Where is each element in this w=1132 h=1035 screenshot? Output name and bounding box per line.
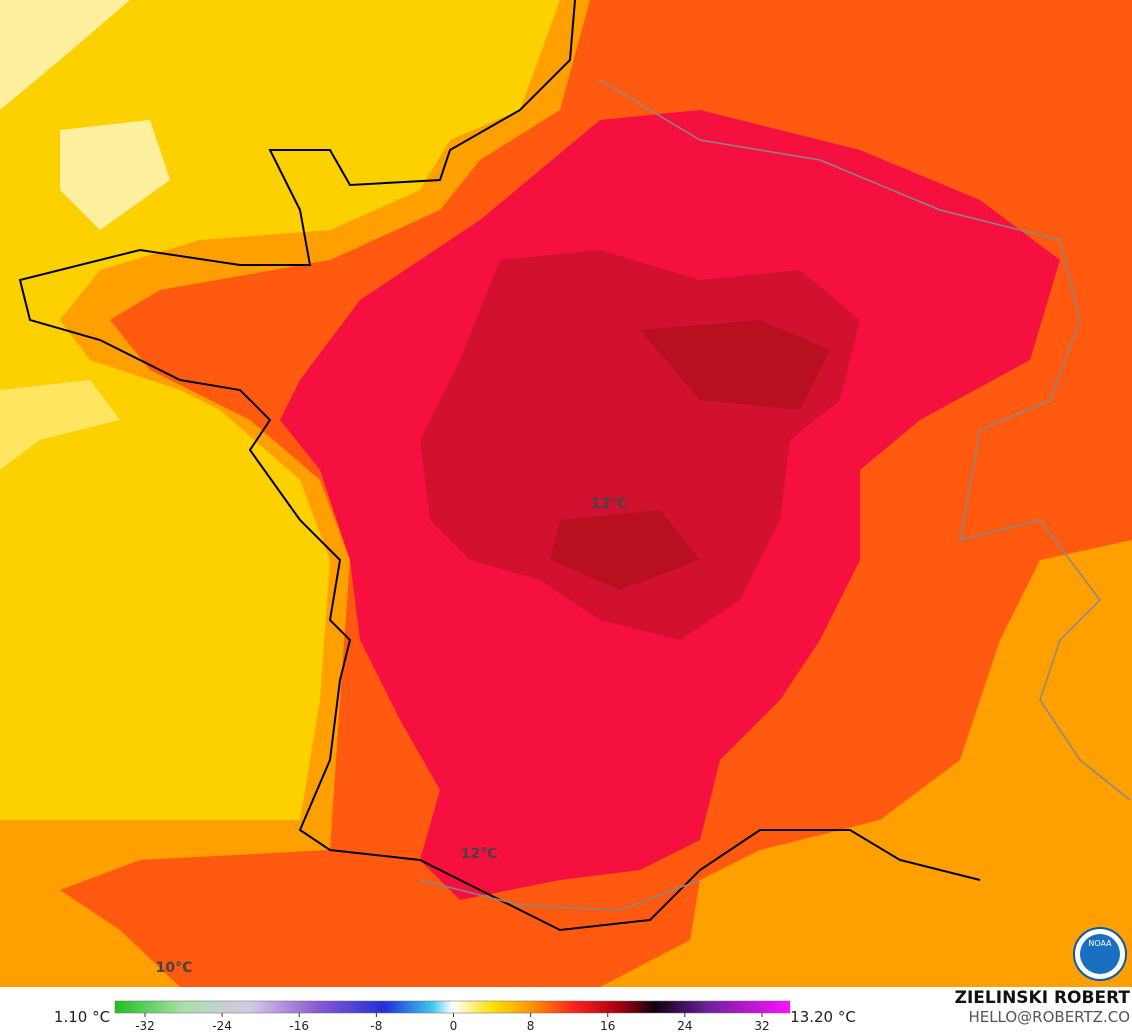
colorbar-tick-label: 24 (677, 1019, 692, 1033)
map: 13°C 12°C 10°C NOAA (0, 0, 1132, 987)
map-label: 12°C (461, 846, 498, 862)
colorbar: 1.10 °C 13.20 °C -32 -24 -16 -8 0 8 16 24 32 (54, 1000, 856, 1033)
map-label: 10°C (156, 960, 193, 976)
credit-name: ZIELINSKI ROBERT (955, 988, 1131, 1008)
hottest-zone (550, 320, 830, 590)
colorbar-ticks: -32 -24 -16 -8 0 8 16 24 32 (135, 1013, 770, 1033)
colorbar-tick-label: -8 (370, 1019, 382, 1033)
credit-email: HELLO@ROBERTZ.CO (968, 1008, 1130, 1026)
colorbar-tick-label: -16 (289, 1019, 309, 1033)
colorbar-tick-label: 0 (450, 1019, 458, 1033)
colorbar-tick-label: -32 (135, 1019, 155, 1033)
min-label: 1.10 °C (54, 1008, 110, 1026)
borders (419, 79, 1131, 911)
cool-zone (0, 380, 120, 470)
map-label: 13°C (591, 496, 628, 512)
noaa-logo: NOAA (1073, 927, 1127, 981)
colorbar-tick-label: -24 (212, 1019, 232, 1033)
colorbar-tick-label: 16 (600, 1019, 615, 1033)
max-label: 13.20 °C (790, 1008, 856, 1026)
cool-zone (0, 0, 170, 230)
logo-disc (1080, 934, 1120, 974)
colorbar-tick-label: 32 (754, 1019, 769, 1033)
colorbar-ramp (114, 1000, 791, 1014)
colorbar-tick-label: 8 (527, 1019, 535, 1033)
logo-text: NOAA (1088, 939, 1112, 948)
coastline (18, 0, 981, 932)
